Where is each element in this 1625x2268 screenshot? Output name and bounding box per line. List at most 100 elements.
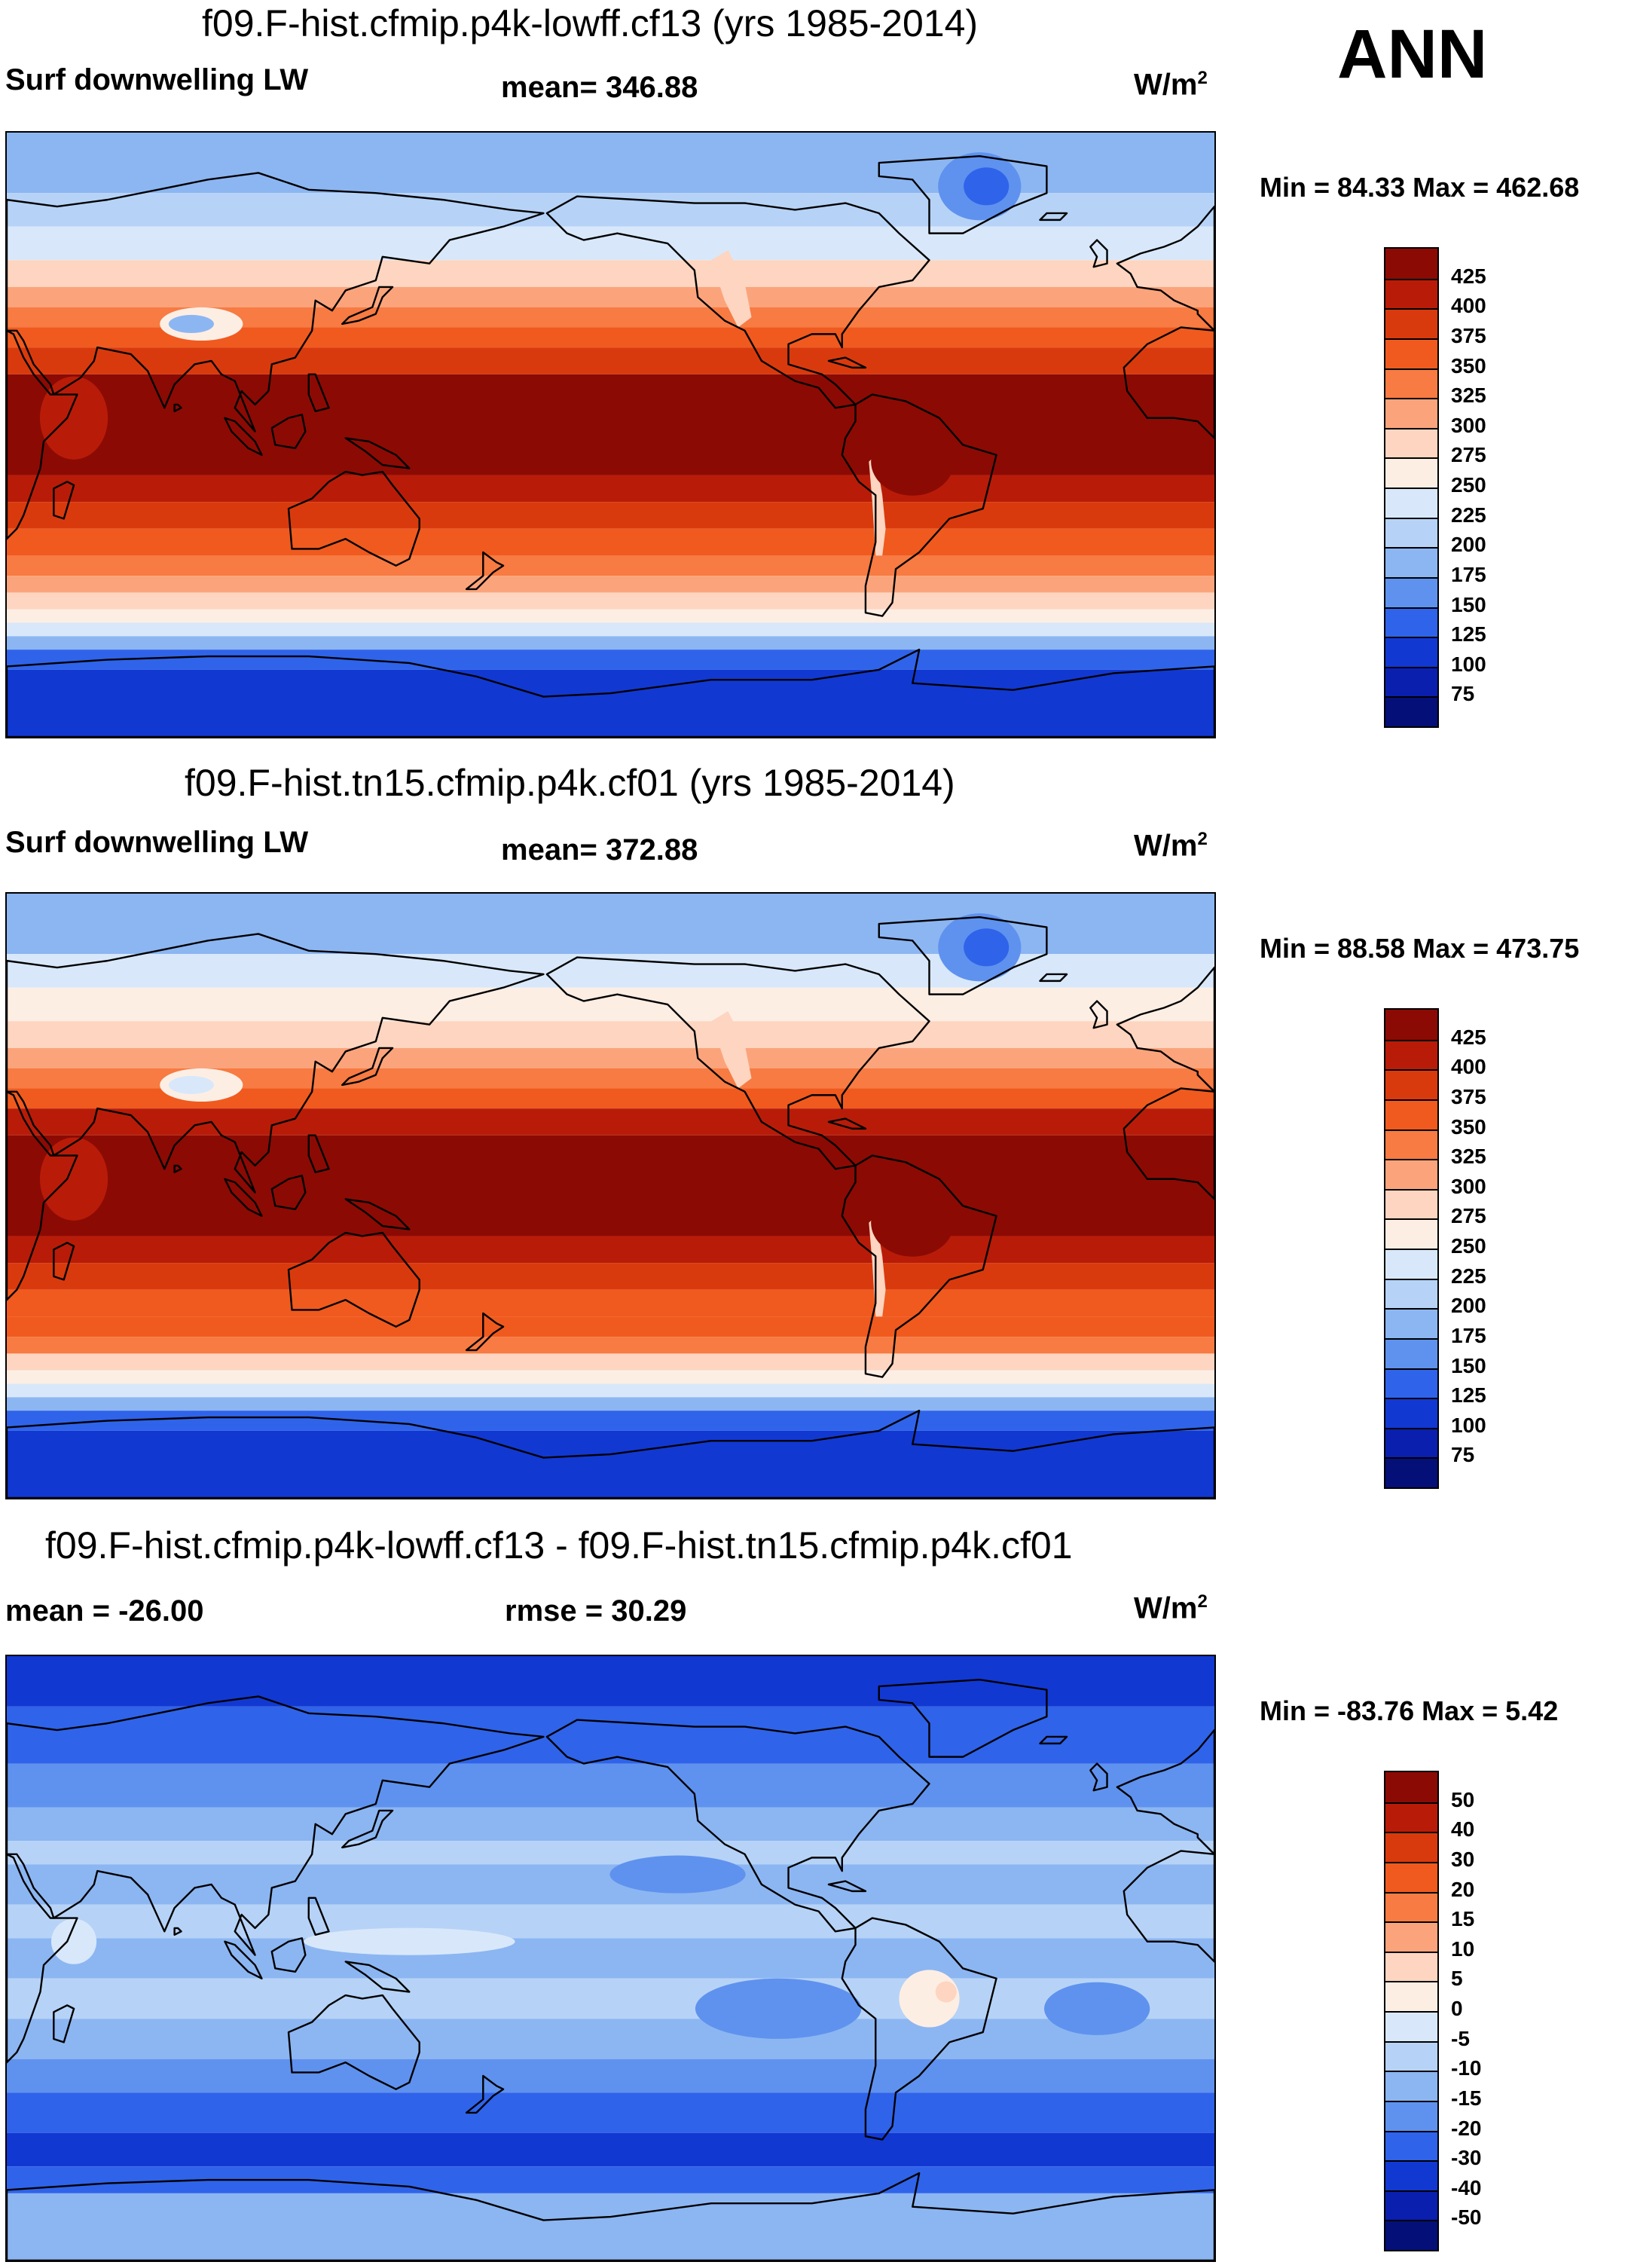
panel-2-variable-label: Surf downwelling LW	[5, 826, 309, 859]
map-svg	[7, 133, 1214, 737]
colorbar-tick-label: 100	[1451, 652, 1486, 676]
diff-band-south-subtropics	[7, 2019, 1214, 2059]
panel-1-colorbar	[1384, 247, 1439, 728]
colorbar-segment	[1385, 488, 1437, 518]
coastline-nz	[465, 551, 505, 591]
colorbar-tick-label: -40	[1451, 2175, 1482, 2199]
map-svg	[7, 894, 1214, 1498]
colorbar-segment	[1385, 1099, 1437, 1129]
greenland-cold-core	[964, 167, 1010, 206]
colorbar-tick-label: 50	[1451, 1787, 1475, 1811]
colorbar-segment	[1385, 1039, 1437, 1070]
tibet-core	[168, 1075, 214, 1094]
coastline-sAmerica	[841, 393, 997, 617]
coastline-europeWest	[1116, 205, 1214, 332]
colorbar-tick-label: -50	[1451, 2205, 1482, 2230]
colorbar-tick-label: 75	[1451, 1443, 1475, 1467]
coastline-borneo	[270, 1937, 307, 1973]
colorbar-tick-label: 225	[1451, 1264, 1486, 1288]
colorbar-tick-label: 375	[1451, 1084, 1486, 1108]
colorbar-segment	[1385, 1772, 1437, 1802]
coastline-philippines	[307, 1897, 330, 1936]
colorbar-tick-label: 250	[1451, 1234, 1486, 1258]
field-band-southern-ocean	[7, 622, 1214, 637]
africa-anomaly-region	[50, 1918, 97, 1964]
colorbar-tick-label: 15	[1451, 1907, 1475, 1931]
diff-band-south-mid	[7, 2059, 1214, 2093]
colorbar-tick-label: 275	[1451, 443, 1486, 467]
coastline-sumatra	[224, 1940, 263, 1979]
colorbar-segment	[1385, 1337, 1437, 1368]
colorbar-tick-label: 10	[1451, 1936, 1475, 1961]
diff-band-subtropics	[7, 1864, 1214, 1905]
field-band-north-mid	[7, 260, 1214, 287]
panel-3-minmax: Min = -83.76 Max = 5.42	[1260, 1695, 1559, 1726]
colorbar-tick-label: 350	[1451, 353, 1486, 377]
colorbar-tick-label: 30	[1451, 1847, 1475, 1871]
field-band-north-mid	[7, 226, 1214, 261]
coastline-borneo	[270, 1175, 307, 1211]
field-band-north-mid	[7, 1047, 1214, 1068]
field-band-antarctic-coast	[7, 1411, 1214, 1431]
colorbar-tick-label: 275	[1451, 1204, 1486, 1228]
diff-region	[304, 1927, 515, 1955]
coastline-nz	[465, 1312, 505, 1352]
field-band-antarctic-coast	[7, 650, 1214, 670]
colorbar-segment	[1385, 1861, 1437, 1892]
colorbar-segment	[1385, 517, 1437, 548]
colorbar-segment	[1385, 2011, 1437, 2041]
colorbar-segment	[1385, 1159, 1437, 1189]
field-band-south-mid	[7, 1337, 1214, 1354]
diff-region	[1044, 1982, 1150, 2035]
colorbar-segment	[1385, 2100, 1437, 2131]
field-band-north-mid	[7, 1021, 1214, 1048]
coastline-nAmerica	[545, 195, 930, 409]
panel-2-minmax: Min = 88.58 Max = 473.75	[1260, 933, 1580, 964]
colorbar-segment	[1385, 1010, 1437, 1040]
field-band-south-mid	[7, 592, 1214, 610]
diff-region	[695, 1978, 862, 2039]
rockies-region	[711, 249, 752, 328]
colorbar-segment	[1385, 1129, 1437, 1160]
colorbar-segment	[1385, 1457, 1437, 1487]
colorbar-tick-label: 225	[1451, 503, 1486, 527]
field-band-antarctica	[7, 1430, 1214, 1498]
colorbar-segment	[1385, 1891, 1437, 1922]
colorbar-tick-label: 100	[1451, 1413, 1486, 1437]
field-band-south-mid	[7, 576, 1214, 593]
coastline-uk	[1089, 1000, 1108, 1029]
units-superscript: 2	[1197, 1591, 1208, 1612]
colorbar-segment	[1385, 457, 1437, 488]
amazon-warm-region	[871, 1188, 955, 1257]
field-band-southern-ocean	[7, 1383, 1214, 1398]
coastline-iceland	[1039, 973, 1068, 983]
coastline-antarctica	[7, 648, 1214, 737]
coastline-newGuinea	[344, 437, 411, 469]
panel-3-title: f09.F-hist.cfmip.p4k-lowff.cf13 - f09.F-…	[45, 1524, 1073, 1567]
panel-3-colorbar	[1384, 1771, 1439, 2251]
coastline-africaWest	[1123, 326, 1214, 439]
map-svg	[7, 1656, 1214, 2260]
coastline-eurasia	[7, 172, 545, 433]
diff-band-antarctica	[7, 2193, 1214, 2260]
coastline-africa	[7, 1090, 78, 1301]
colorbar-tick-label: -5	[1451, 2026, 1470, 2050]
colorbar-tick-label: 300	[1451, 1174, 1486, 1198]
panel-2-colorbar	[1384, 1008, 1439, 1489]
colorbar-tick-label: 75	[1451, 682, 1475, 706]
colorbar-tick-label: -20	[1451, 2116, 1482, 2140]
colorbar-segment	[1385, 2190, 1437, 2221]
panel-3-mean-label: mean = -26.00	[5, 1594, 204, 1628]
field-band-tropics	[7, 374, 1214, 475]
colorbar-segment	[1385, 2071, 1437, 2101]
colorbar-tick-label: 200	[1451, 533, 1486, 557]
colorbar-segment	[1385, 1188, 1437, 1219]
field-band-north-mid	[7, 286, 1214, 307]
colorbar-tick-label: 175	[1451, 1323, 1486, 1347]
colorbar-tick-label: 325	[1451, 384, 1486, 408]
colorbar-tick-label: 400	[1451, 294, 1486, 318]
diff-band-equator	[7, 1938, 1214, 1979]
panel-2-mean-label: mean= 372.88	[501, 833, 698, 867]
field-band-south-subtropics	[7, 502, 1214, 529]
panel-3-units: W/m2	[1134, 1591, 1208, 1625]
